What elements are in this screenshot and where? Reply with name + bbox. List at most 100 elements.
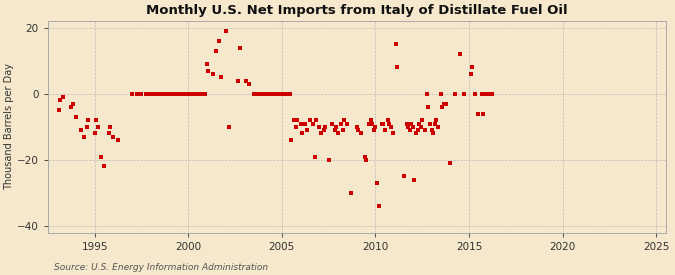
Point — [263, 92, 273, 96]
Point — [108, 134, 119, 139]
Point — [184, 92, 195, 96]
Point — [99, 164, 109, 169]
Point — [248, 92, 259, 96]
Point — [369, 128, 379, 132]
Point — [439, 101, 450, 106]
Point — [367, 121, 377, 126]
Point — [75, 128, 86, 132]
Point — [144, 92, 155, 96]
Point — [283, 92, 294, 96]
Point — [353, 128, 364, 132]
Point — [342, 121, 353, 126]
Point — [167, 92, 178, 96]
Point — [275, 92, 286, 96]
Point — [195, 92, 206, 96]
Point — [173, 92, 184, 96]
Point — [58, 95, 69, 99]
Point — [261, 92, 272, 96]
Point — [370, 125, 381, 129]
Text: Source: U.S. Energy Information Administration: Source: U.S. Energy Information Administ… — [54, 263, 268, 272]
Point — [145, 92, 156, 96]
Point — [403, 125, 414, 129]
Point — [315, 131, 326, 136]
Point — [95, 154, 106, 159]
Point — [200, 92, 211, 96]
Point — [142, 92, 153, 96]
Point — [387, 131, 398, 136]
Point — [208, 72, 219, 76]
Point — [284, 92, 295, 96]
Point — [191, 92, 202, 96]
Point — [398, 174, 409, 178]
Point — [378, 121, 389, 126]
Point — [192, 92, 203, 96]
Point — [240, 78, 251, 83]
Point — [256, 92, 267, 96]
Point — [82, 125, 92, 129]
Point — [335, 121, 346, 126]
Point — [186, 92, 197, 96]
Point — [364, 121, 375, 126]
Point — [379, 128, 390, 132]
Point — [304, 118, 315, 122]
Point — [89, 131, 100, 136]
Point — [194, 92, 205, 96]
Point — [483, 92, 493, 96]
Point — [278, 92, 289, 96]
Point — [406, 121, 416, 126]
Point — [267, 92, 278, 96]
Point — [481, 92, 491, 96]
Point — [420, 128, 431, 132]
Point — [376, 121, 387, 126]
Point — [402, 121, 412, 126]
Point — [408, 125, 418, 129]
Point — [365, 118, 376, 122]
Point — [279, 92, 290, 96]
Point — [250, 92, 261, 96]
Point — [53, 108, 64, 112]
Point — [254, 92, 265, 96]
Point — [78, 134, 89, 139]
Point — [152, 92, 163, 96]
Point — [189, 92, 200, 96]
Point — [410, 131, 421, 136]
Point — [270, 92, 281, 96]
Point — [269, 92, 279, 96]
Point — [147, 92, 158, 96]
Point — [83, 118, 94, 122]
Point — [244, 82, 254, 86]
Point — [445, 161, 456, 165]
Point — [435, 92, 446, 96]
Point — [68, 101, 78, 106]
Point — [383, 118, 394, 122]
Point — [309, 154, 320, 159]
Point — [392, 65, 403, 70]
Point — [220, 29, 231, 33]
Point — [296, 131, 307, 136]
Point — [390, 42, 401, 46]
Y-axis label: Thousand Barrels per Day: Thousand Barrels per Day — [4, 63, 14, 190]
Point — [339, 118, 350, 122]
Point — [459, 92, 470, 96]
Point — [163, 92, 173, 96]
Point — [159, 92, 170, 96]
Point — [327, 121, 338, 126]
Point — [433, 125, 443, 129]
Point — [286, 138, 296, 142]
Point — [277, 92, 288, 96]
Point — [132, 92, 142, 96]
Point — [178, 92, 189, 96]
Point — [484, 92, 495, 96]
Point — [467, 65, 478, 70]
Point — [465, 72, 476, 76]
Point — [421, 92, 432, 96]
Point — [105, 125, 115, 129]
Point — [425, 121, 435, 126]
Point — [175, 92, 186, 96]
Point — [440, 101, 451, 106]
Point — [158, 92, 169, 96]
Point — [202, 62, 213, 66]
Point — [428, 131, 439, 136]
Point — [234, 45, 245, 50]
Point — [414, 121, 425, 126]
